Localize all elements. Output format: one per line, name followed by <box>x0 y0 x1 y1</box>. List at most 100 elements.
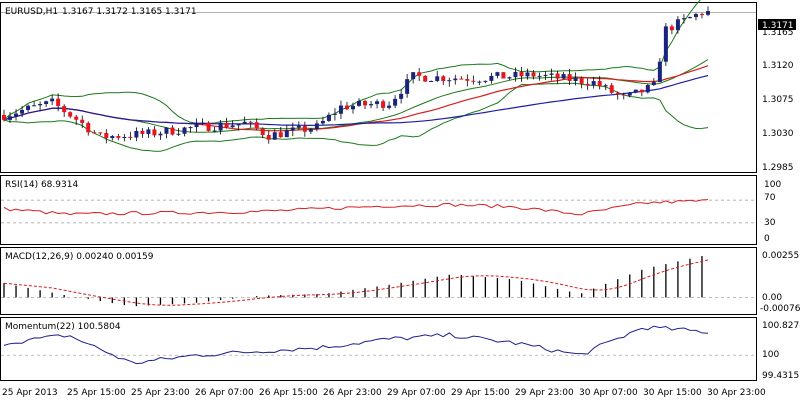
candle-bull <box>14 113 19 117</box>
candle-bear <box>86 122 91 133</box>
candle-bear <box>531 72 536 77</box>
symbol-label: EURUSD,H1 <box>5 7 58 17</box>
time-tick: 26 Apr 15:00 <box>259 388 318 398</box>
candle-bull <box>706 11 710 15</box>
candle-bear <box>260 128 265 135</box>
candle-bull <box>326 114 331 121</box>
candle-bear <box>170 127 175 135</box>
candle-bear <box>363 100 368 106</box>
candle-bull <box>657 61 662 83</box>
candle-bear <box>224 122 229 128</box>
candle-bull <box>32 105 37 107</box>
price-tick: 1.3030 <box>762 129 794 139</box>
time-tick: 26 Apr 07:00 <box>195 388 254 398</box>
price-panel[interactable] <box>0 2 757 173</box>
candle-bull <box>543 74 548 76</box>
macd-tick: -0.00076 <box>760 304 800 314</box>
candle-bull <box>320 120 325 124</box>
candle-bull <box>603 85 608 87</box>
time-tick: 26 Apr 23:00 <box>323 388 382 398</box>
candle-bull <box>495 72 500 76</box>
candle-bull <box>357 100 362 106</box>
candle-bear <box>266 134 271 140</box>
candle-bear <box>344 105 349 110</box>
candle-bull <box>158 133 163 136</box>
candle-bear <box>417 72 422 76</box>
candle-bear <box>501 72 506 79</box>
candle-bull <box>591 81 596 86</box>
candle-bull <box>675 19 680 31</box>
candle-bull <box>549 73 554 75</box>
candle-bull <box>164 127 169 134</box>
candle-bear <box>639 89 644 93</box>
candle-bull <box>20 109 25 114</box>
candle-bear <box>254 122 259 129</box>
candle-bull <box>693 14 698 18</box>
candle-bull <box>176 133 181 135</box>
candle-bear <box>248 121 253 123</box>
momentum-tick: 99.4315 <box>762 371 799 381</box>
candle-bear <box>609 85 614 93</box>
macd-tick: 0.00255 <box>762 251 799 261</box>
time-tick: 29 Apr 23:00 <box>515 388 574 398</box>
time-tick: 30 Apr 15:00 <box>643 388 702 398</box>
candle-bear <box>519 71 524 77</box>
candle-bull <box>651 82 656 86</box>
rsi-tick: 100 <box>764 180 781 190</box>
candle-bear <box>585 83 590 86</box>
macd-signal-line <box>3 259 709 306</box>
time-tick: 29 Apr 15:00 <box>451 388 510 398</box>
candle-bear <box>74 116 79 120</box>
candle-bear <box>621 94 626 96</box>
moving-average-blue-line <box>3 74 709 127</box>
candle-bull <box>435 76 440 82</box>
candle-bull <box>134 130 139 138</box>
candle-bull <box>375 101 380 105</box>
time-tick: 29 Apr 07:00 <box>387 388 446 398</box>
time-tick: 25 Apr 15:00 <box>67 388 126 398</box>
bollinger-lower-line <box>3 82 709 152</box>
candle-bull <box>290 127 295 131</box>
candle-bull <box>296 125 301 128</box>
candle-bull <box>393 98 398 106</box>
rsi-line <box>3 199 709 216</box>
candle-bull <box>194 123 199 128</box>
candle-bull <box>483 80 488 82</box>
current-price-marker <box>758 19 796 30</box>
price-series <box>1 0 756 152</box>
candle-bear <box>152 129 157 136</box>
candle-bear <box>140 130 145 134</box>
momentum-line <box>3 325 709 365</box>
candle-bear <box>441 76 446 82</box>
bollinger-upper-line <box>3 0 701 124</box>
momentum-tick: 100 <box>762 350 779 360</box>
momentum-panel[interactable] <box>0 317 757 381</box>
candle-bull <box>188 127 193 129</box>
candle-bull <box>308 129 313 132</box>
candle-bear <box>465 78 470 81</box>
candle-bull <box>230 125 235 128</box>
rsi-panel[interactable] <box>0 175 757 245</box>
candle-bull <box>50 98 55 102</box>
macd-panel[interactable] <box>0 247 757 315</box>
macd-title: MACD(12,26,9) 0.00240 0.00159 <box>5 252 154 262</box>
price-tick: 1.3075 <box>762 95 794 105</box>
candle-bull <box>332 113 337 115</box>
candle-bear <box>98 132 103 134</box>
candle-bull <box>507 77 512 79</box>
candle-bull <box>489 75 494 81</box>
candle-bull <box>687 17 692 19</box>
candle-bear <box>2 114 6 120</box>
candle-bear <box>567 74 572 81</box>
momentum-title: Momentum(22) 100.5804 <box>5 322 121 332</box>
candle-bull <box>200 122 205 124</box>
candle-bear <box>92 132 97 134</box>
candle-bear <box>699 14 704 16</box>
candle-bear <box>278 132 283 138</box>
candle-bear <box>555 73 560 79</box>
rsi-tick: 0 <box>764 234 770 244</box>
momentum-tick: 100.8278 <box>762 321 800 331</box>
candle-bull <box>110 136 115 139</box>
candle-bear <box>579 77 584 84</box>
